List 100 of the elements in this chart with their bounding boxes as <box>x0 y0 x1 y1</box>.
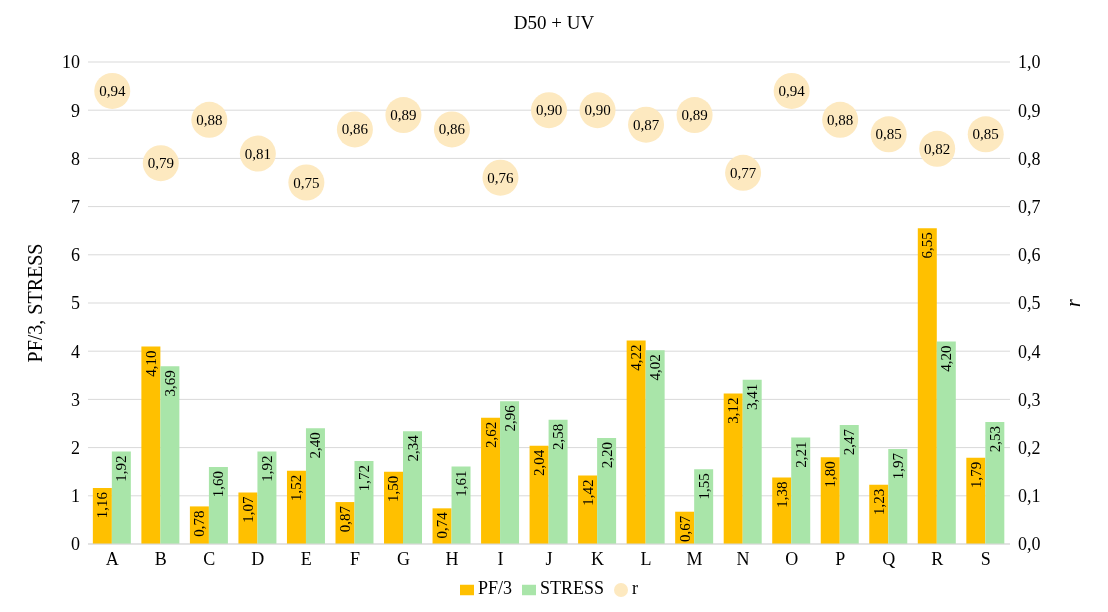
data-label: 2,21 <box>792 441 809 468</box>
data-label: 4,22 <box>628 344 645 371</box>
bar <box>451 466 471 544</box>
legend-label: PF/3 <box>477 578 512 598</box>
y-tick-label: 2 <box>71 437 80 458</box>
bar <box>305 428 325 544</box>
data-label: 0,78 <box>191 510 208 537</box>
bar <box>985 422 1005 544</box>
data-label: 0,79 <box>147 155 174 172</box>
data-label: 1,80 <box>822 461 839 488</box>
y2-tick-label: 0,2 <box>1018 437 1041 458</box>
data-label: 0,86 <box>341 121 369 138</box>
data-label: 0,88 <box>196 111 223 128</box>
data-label: 2,04 <box>531 449 548 476</box>
bar <box>820 457 840 544</box>
data-label: 0,82 <box>924 140 951 157</box>
data-label: 1,92 <box>258 455 275 482</box>
bar <box>141 346 161 544</box>
y-tick-label: 1 <box>71 486 80 507</box>
x-tick-label: D <box>251 548 265 569</box>
legend-label: STRESS <box>540 578 605 598</box>
data-label: 0,94 <box>99 82 126 99</box>
y2-tick-label: 1,0 <box>1018 52 1041 73</box>
data-label: 1,23 <box>870 488 887 515</box>
y-tick-label: 5 <box>71 293 80 314</box>
bar <box>626 340 646 544</box>
bar <box>645 350 665 544</box>
data-label: 3,69 <box>161 370 178 397</box>
bar <box>548 419 568 544</box>
x-tick-label: G <box>396 548 410 569</box>
chart-title: D50 + UV <box>512 11 596 35</box>
data-label: 0,94 <box>778 82 806 99</box>
bar <box>286 470 306 544</box>
bar <box>500 401 520 544</box>
bar <box>936 341 956 544</box>
x-tick-label: R <box>931 548 944 569</box>
bar <box>694 469 714 544</box>
y-tick-label: 0 <box>71 534 80 555</box>
x-tick-label: H <box>445 548 459 569</box>
x-tick-label: S <box>980 548 991 569</box>
data-label: 0,76 <box>487 169 515 186</box>
y2-tick-label: 0,0 <box>1018 534 1041 555</box>
data-label: 1,60 <box>210 470 227 498</box>
y-tick-label: 10 <box>62 52 80 73</box>
data-label: 0,89 <box>390 107 417 124</box>
data-label: 0,89 <box>681 107 708 124</box>
data-label: 0,90 <box>584 102 611 119</box>
y2-tick-label: 0,8 <box>1018 148 1041 169</box>
data-label: 0,87 <box>336 505 353 533</box>
data-label: 2,62 <box>482 421 499 448</box>
x-tick-label: B <box>154 548 167 569</box>
bar <box>529 445 549 544</box>
x-tick-label: M <box>686 548 703 569</box>
data-label: 3,12 <box>725 397 742 424</box>
data-label: 2,96 <box>501 404 518 432</box>
y2-axis-title: r <box>1062 298 1085 307</box>
x-tick-label: L <box>640 548 652 569</box>
y2-tick-label: 0,4 <box>1018 341 1041 362</box>
bar <box>888 449 908 544</box>
data-label: 1,97 <box>889 452 906 480</box>
data-label: 1,07 <box>239 495 256 523</box>
data-label: 3,41 <box>744 383 761 410</box>
data-label: 1,92 <box>113 455 130 482</box>
x-tick-label: A <box>105 548 119 569</box>
y2-tick-label: 0,9 <box>1018 100 1041 121</box>
x-tick-label: O <box>785 548 799 569</box>
y2-tick-label: 0,3 <box>1018 389 1041 410</box>
data-label: 1,72 <box>355 465 372 492</box>
y-tick-label: 3 <box>71 389 80 410</box>
legend-label: r <box>632 578 639 598</box>
bar <box>481 417 501 544</box>
bar <box>257 451 277 544</box>
y-tick-label: 8 <box>71 148 80 169</box>
x-tick-label: P <box>835 548 846 569</box>
bar <box>403 431 423 544</box>
y2-tick-label: 0,6 <box>1018 245 1041 266</box>
data-label: 0,77 <box>729 164 757 181</box>
data-label: 0,90 <box>535 102 563 119</box>
data-label: 0,87 <box>632 116 660 133</box>
data-label: 0,81 <box>244 145 271 162</box>
data-label: 1,52 <box>288 474 305 501</box>
y-tick-label: 6 <box>71 245 80 266</box>
y-tick-label: 4 <box>71 341 80 362</box>
data-label: 0,85 <box>972 126 999 143</box>
y-tick-label: 7 <box>71 196 80 217</box>
x-tick-label: C <box>203 548 216 569</box>
data-label: 0,74 <box>434 511 451 539</box>
bar <box>354 461 374 544</box>
data-label: 6,55 <box>919 232 936 259</box>
bar <box>723 393 743 544</box>
data-label: 0,67 <box>676 515 693 542</box>
bar <box>917 228 937 544</box>
data-label: 1,61 <box>453 470 470 497</box>
data-label: 0,85 <box>875 126 902 143</box>
data-label: 2,20 <box>598 441 615 469</box>
bar <box>597 437 617 544</box>
data-label: 2,53 <box>986 426 1003 453</box>
data-label: 1,38 <box>773 481 790 508</box>
data-label: 1,16 <box>94 491 111 519</box>
data-label: 1,79 <box>967 461 984 488</box>
